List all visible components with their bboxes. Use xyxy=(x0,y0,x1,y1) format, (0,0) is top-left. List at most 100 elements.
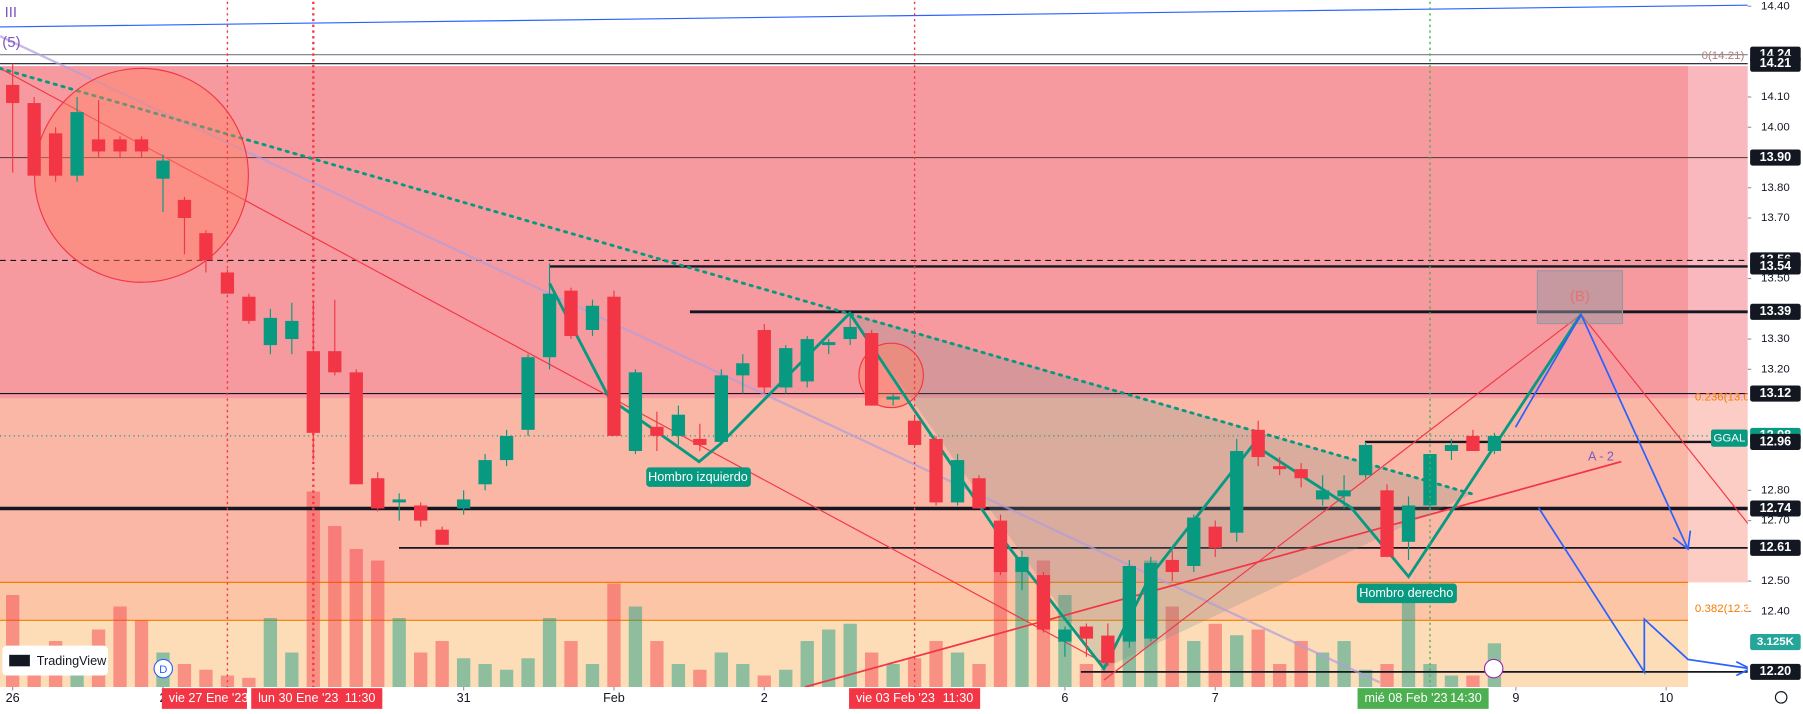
logo-icon xyxy=(9,654,30,667)
time-marker xyxy=(251,688,383,709)
volume-bar xyxy=(1208,623,1222,688)
volume-bar xyxy=(800,641,814,688)
drawings xyxy=(0,4,1755,688)
price-marker xyxy=(1750,55,1801,72)
volume-bar xyxy=(736,664,750,688)
price-marker xyxy=(1750,385,1801,402)
volume-bar xyxy=(693,669,707,688)
candle-body xyxy=(1358,444,1373,476)
candle-body xyxy=(263,317,278,346)
event-badge[interactable] xyxy=(1483,658,1504,679)
candle-body xyxy=(542,293,557,358)
dividend-label[interactable]: D xyxy=(159,664,167,676)
indicator-icon: III xyxy=(5,4,17,21)
candle-body xyxy=(585,305,600,330)
y-tick-label: 13.70 xyxy=(1761,212,1790,224)
volume-bar xyxy=(478,664,492,688)
price-marker xyxy=(1750,539,1801,556)
price-marker-label: 13.54 xyxy=(1760,259,1792,273)
candle-body xyxy=(6,84,20,104)
volume-bar xyxy=(585,664,600,688)
y-tick-label: 14.00 xyxy=(1761,121,1790,133)
volume-marker-label: 3.125K xyxy=(1757,636,1795,648)
candle-body xyxy=(306,351,320,433)
volume-bar xyxy=(113,606,127,688)
volume-bar xyxy=(1230,635,1244,688)
logo-text: TradingView xyxy=(37,654,107,668)
price-marker xyxy=(1750,149,1801,166)
volume-bar xyxy=(607,583,621,688)
volume-bar xyxy=(1401,583,1416,688)
price-marker-label: 12.61 xyxy=(1760,540,1792,554)
y-tick-label: 12.50 xyxy=(1761,575,1790,587)
candle-body xyxy=(1058,629,1072,642)
time-marker-time: 11:30 xyxy=(345,691,376,705)
volume-bar xyxy=(864,652,879,688)
volume-bar xyxy=(1251,629,1265,688)
dividend-badge[interactable] xyxy=(153,658,174,679)
candle-body xyxy=(650,426,664,436)
time-marker xyxy=(1357,688,1489,709)
volume-bar xyxy=(328,526,342,688)
volume-bar xyxy=(349,549,363,688)
candle-body xyxy=(349,372,363,485)
volume-bar xyxy=(822,629,836,688)
volume-bar xyxy=(1337,641,1351,688)
x-tick-label: 31 xyxy=(457,691,471,705)
price-marker-label: 13.90 xyxy=(1760,150,1792,164)
pattern-label: Hombro izquierdo xyxy=(648,470,748,484)
fib-label: 0.236(13.0 xyxy=(1695,391,1750,403)
x-tick-label: 9 xyxy=(1512,691,1519,705)
price-marker xyxy=(1750,433,1801,450)
candle-body xyxy=(1487,435,1502,452)
candle-body xyxy=(91,139,106,152)
candle-body xyxy=(907,420,922,445)
volume-bar xyxy=(650,641,664,688)
candle-body xyxy=(1273,466,1287,470)
candle-body xyxy=(392,499,406,503)
x-tick-label: 7 xyxy=(1212,691,1219,705)
candle-body xyxy=(435,529,449,545)
volume-bar xyxy=(199,669,213,688)
candle-body xyxy=(242,296,256,321)
volume-bar xyxy=(779,669,793,688)
volume-bar xyxy=(972,664,986,688)
fib-zone xyxy=(1688,66,1748,399)
candle-body xyxy=(1315,490,1330,500)
volume-bar xyxy=(1187,641,1201,688)
trend-line xyxy=(0,4,1748,28)
symbol-label: GGAL xyxy=(1713,433,1745,445)
trend-line xyxy=(0,67,1105,664)
y-tick-label: 13.30 xyxy=(1761,333,1790,345)
volume-marker xyxy=(1750,634,1801,651)
projection-arrow xyxy=(1514,312,1689,550)
volume-bar xyxy=(1315,652,1330,688)
candle-body xyxy=(70,112,84,176)
candle-body xyxy=(499,435,514,461)
candle-body xyxy=(478,460,492,485)
y-tick-label: 14.10 xyxy=(1761,91,1790,103)
volume-bar xyxy=(134,620,149,688)
fib-zone xyxy=(0,398,1689,583)
symbol-tag xyxy=(1711,429,1748,447)
y-tick-label: 13.80 xyxy=(1761,182,1790,194)
trend-line xyxy=(1103,313,1582,681)
x-tick-label: Feb xyxy=(603,691,625,705)
fib-label: 0.382(12.3 xyxy=(1695,603,1750,615)
settings-icon[interactable] xyxy=(1774,691,1788,704)
volume-bar xyxy=(542,618,557,688)
triangle-shade xyxy=(849,313,1472,669)
candle-body xyxy=(27,103,41,176)
candle-body xyxy=(1466,435,1480,452)
y-tick-label: 14.40 xyxy=(1761,0,1790,12)
candle-body xyxy=(1401,505,1416,542)
candle-body xyxy=(822,342,836,346)
candle-body xyxy=(779,348,793,388)
candle-body xyxy=(972,478,986,509)
candle-body xyxy=(1165,559,1179,573)
price-marker xyxy=(1750,303,1801,320)
volume-bar xyxy=(1294,641,1308,688)
candle-body xyxy=(113,139,127,152)
candle-body xyxy=(414,505,428,521)
x-tick-label: 26 xyxy=(6,691,20,705)
